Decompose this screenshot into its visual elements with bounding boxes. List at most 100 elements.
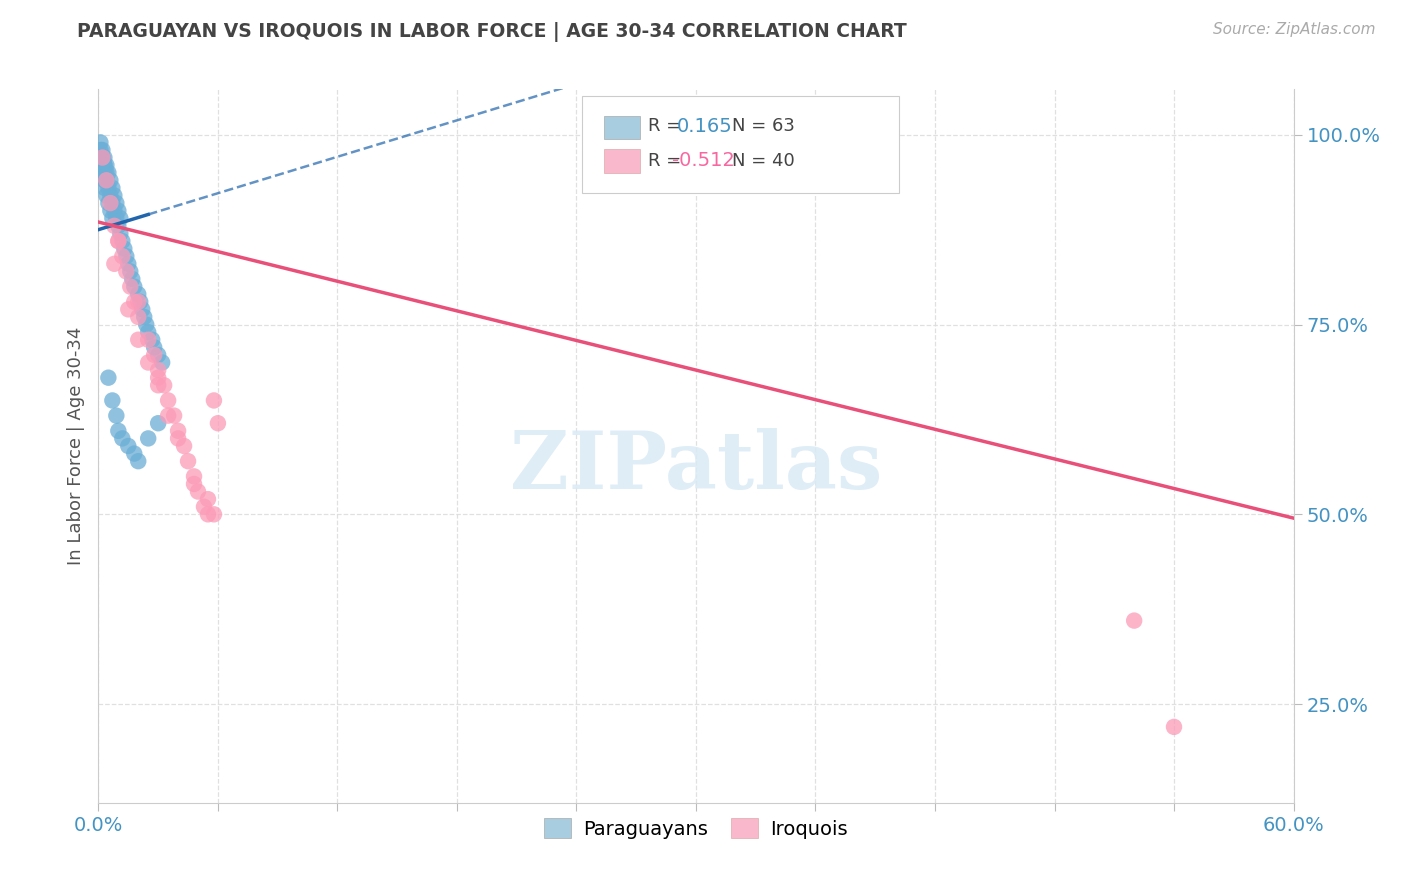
Point	[89, 136, 111, 150]
Point	[107, 234, 129, 248]
Point	[157, 393, 180, 408]
Point	[96, 158, 118, 172]
Point	[107, 219, 129, 233]
Point	[112, 242, 135, 256]
Point	[105, 211, 128, 226]
Y-axis label: In Labor Force | Age 30-34: In Labor Force | Age 30-34	[66, 326, 84, 566]
Point	[207, 416, 229, 430]
Point	[136, 355, 159, 369]
Point	[105, 409, 128, 423]
Point	[136, 333, 159, 347]
Point	[143, 340, 166, 354]
Point	[127, 287, 149, 301]
Point	[136, 431, 159, 445]
Point	[202, 508, 225, 522]
Point	[173, 439, 195, 453]
Point	[167, 431, 190, 445]
Point	[127, 310, 149, 324]
Point	[121, 272, 143, 286]
Point	[97, 181, 120, 195]
Point	[89, 158, 111, 172]
Point	[124, 447, 146, 461]
Point	[91, 151, 114, 165]
Point	[197, 508, 219, 522]
Point	[96, 173, 118, 187]
Point	[91, 151, 114, 165]
Point	[96, 173, 118, 187]
FancyBboxPatch shape	[605, 116, 640, 139]
Point	[101, 211, 124, 226]
Point	[120, 279, 142, 293]
Point	[148, 363, 170, 377]
Text: PARAGUAYAN VS IROQUOIS IN LABOR FORCE | AGE 30-34 CORRELATION CHART: PARAGUAYAN VS IROQUOIS IN LABOR FORCE | …	[77, 22, 907, 42]
Point	[127, 294, 149, 309]
Point	[134, 310, 156, 324]
Point	[117, 302, 139, 317]
FancyBboxPatch shape	[582, 96, 900, 193]
Point	[148, 348, 170, 362]
Point	[93, 173, 115, 187]
Point	[107, 424, 129, 438]
Point	[110, 211, 132, 226]
Point	[143, 348, 166, 362]
Point	[110, 227, 132, 241]
Point	[98, 188, 122, 202]
Point	[97, 370, 120, 384]
Point	[103, 219, 125, 233]
Legend: Paraguayans, Iroquois: Paraguayans, Iroquois	[536, 811, 856, 847]
Point	[124, 294, 146, 309]
Point	[89, 151, 111, 165]
Point	[129, 294, 152, 309]
Point	[91, 151, 114, 165]
Point	[1123, 614, 1146, 628]
Point	[97, 166, 120, 180]
Point	[111, 431, 134, 445]
Point	[115, 249, 138, 263]
Point	[148, 378, 170, 392]
Point	[157, 409, 180, 423]
Text: Source: ZipAtlas.com: Source: ZipAtlas.com	[1212, 22, 1375, 37]
Point	[103, 203, 125, 218]
Point	[111, 234, 134, 248]
Point	[101, 393, 124, 408]
Text: N = 40: N = 40	[733, 152, 794, 169]
Point	[93, 158, 115, 172]
Point	[127, 454, 149, 468]
Point	[115, 264, 138, 278]
Point	[91, 166, 114, 180]
Point	[193, 500, 215, 514]
Point	[202, 393, 225, 408]
Point	[101, 196, 124, 211]
Point	[150, 355, 173, 369]
Point	[111, 249, 134, 263]
Point	[1163, 720, 1185, 734]
Point	[197, 492, 219, 507]
Point	[97, 196, 120, 211]
Text: R =: R =	[648, 118, 688, 136]
Point	[163, 409, 186, 423]
Point	[91, 158, 114, 172]
Point	[98, 196, 122, 211]
Point	[98, 203, 122, 218]
Point	[131, 302, 153, 317]
Point	[96, 188, 118, 202]
Text: ZIPatlas: ZIPatlas	[510, 428, 882, 507]
Text: 0.165: 0.165	[676, 117, 733, 136]
Point	[117, 439, 139, 453]
Point	[135, 318, 157, 332]
Point	[98, 173, 122, 187]
Point	[93, 166, 115, 180]
Point	[103, 257, 125, 271]
Point	[93, 181, 115, 195]
FancyBboxPatch shape	[605, 149, 640, 173]
Point	[127, 333, 149, 347]
Point	[101, 181, 124, 195]
Point	[148, 416, 170, 430]
Point	[107, 234, 129, 248]
Point	[120, 264, 142, 278]
Point	[153, 378, 176, 392]
Point	[183, 469, 205, 483]
Text: -0.512: -0.512	[672, 151, 735, 170]
Point	[103, 188, 125, 202]
Point	[167, 424, 190, 438]
